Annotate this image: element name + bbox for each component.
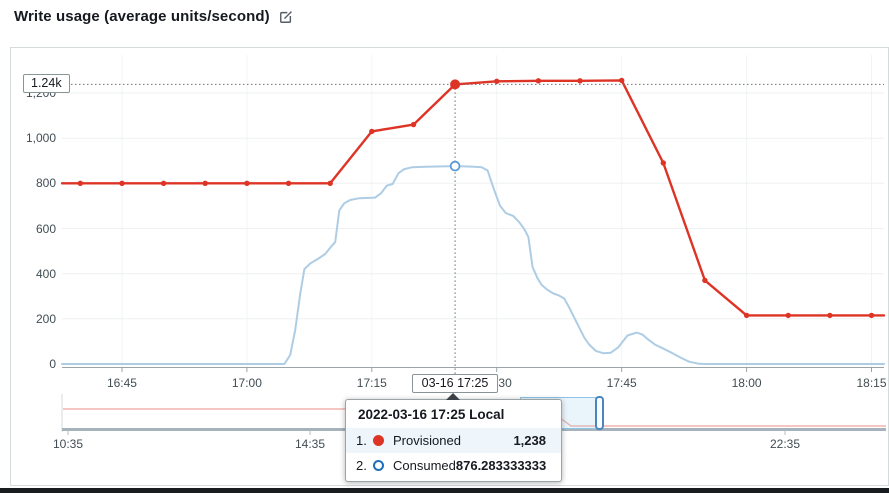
- provisioned-marker-icon: [373, 435, 384, 446]
- provisioned-point: [410, 121, 417, 128]
- provisioned-point: [202, 180, 208, 186]
- tooltip-row: 2. Consumed 876.283333333: [346, 453, 561, 478]
- tooltip-arrow-icon: [446, 393, 460, 400]
- hover-tooltip: 2022-03-16 17:25 Local 1. Provisioned 1,…: [345, 399, 562, 482]
- tooltip-title: 2022-03-16 17:25 Local: [358, 407, 505, 422]
- provisioned-point: [535, 78, 542, 84]
- provisioned-point: [160, 180, 167, 186]
- provisioned-point: [785, 312, 791, 319]
- provisioned-point: [327, 180, 333, 186]
- provisioned-point: [285, 180, 292, 186]
- provisioned-point: [660, 160, 666, 166]
- provisioned-point: [619, 77, 625, 84]
- chart-header: Write usage (average units/second): [14, 8, 293, 25]
- tooltip-row-label: Provisioned: [393, 433, 461, 448]
- hover-y-value-box: 1.24k: [23, 74, 70, 93]
- tooltip-row-value: 1,238: [513, 433, 546, 448]
- provisioned-point: [369, 128, 375, 135]
- provisioned-point: [827, 312, 833, 319]
- consumed-hover-point: [449, 160, 461, 172]
- consumed-line: [61, 165, 885, 365]
- consumed-marker-icon: [373, 460, 384, 471]
- provisioned-hover-point: [450, 79, 461, 90]
- provisioned-point: [743, 312, 750, 319]
- provisioned-line: [60, 79, 886, 317]
- edit-icon: [279, 10, 293, 27]
- provisioned-point: [577, 78, 583, 84]
- tooltip-row-index: 1.: [356, 433, 367, 448]
- provisioned-point: [119, 180, 125, 186]
- tooltip-row-index: 2.: [356, 458, 367, 473]
- page-title: Write usage (average units/second): [14, 8, 270, 25]
- provisioned-point: [244, 180, 250, 186]
- brush-handle[interactable]: [595, 396, 604, 430]
- tooltip-row-label: Consumed: [393, 458, 456, 473]
- provisioned-point: [494, 78, 500, 85]
- provisioned-point: [868, 312, 875, 319]
- provisioned-point: [77, 180, 84, 186]
- bottom-bar: [0, 488, 889, 493]
- tooltip-row: 1. Provisioned 1,238: [346, 428, 561, 453]
- hover-x-value-box: 03-16 17:25: [412, 374, 498, 393]
- edit-title-button[interactable]: [279, 10, 293, 24]
- provisioned-point: [702, 277, 708, 284]
- tooltip-row-value: 876.283333333: [455, 458, 547, 473]
